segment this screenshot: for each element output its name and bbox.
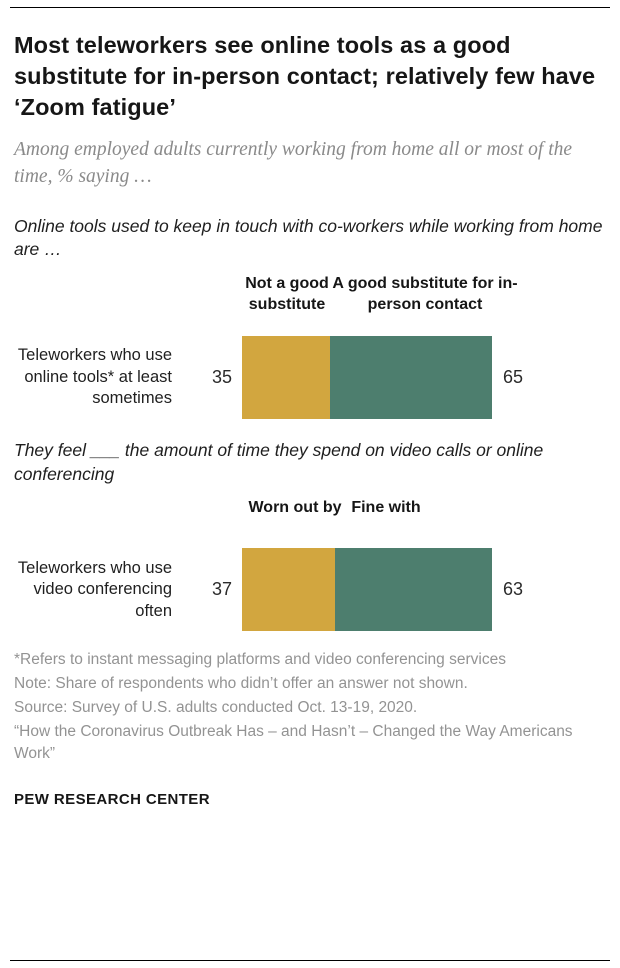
- chart1-bar-row: Teleworkers who use online tools* at lea…: [14, 336, 604, 420]
- page-title: Most teleworkers see online tools as a g…: [14, 32, 596, 121]
- footnote-report-title: “How the Coronavirus Outbreak Has – and …: [14, 723, 573, 763]
- footnote-note: Note: Share of respondents who didn’t of…: [14, 675, 468, 693]
- chart2-column-headers: Worn out by Fine with: [14, 496, 604, 548]
- top-rule: [10, 7, 610, 8]
- chart2-question: They feel ___ the amount of time they sp…: [14, 440, 544, 484]
- chart2-row-label: Teleworkers who use video conferencing o…: [17, 558, 172, 620]
- chart1-header-not-good: Not a good substitute: [245, 275, 329, 313]
- chart1-column-headers: Not a good substitute A good substitute …: [14, 272, 604, 336]
- chart2-bar-row: Teleworkers who use video conferencing o…: [14, 548, 604, 632]
- subtitle: Among employed adults currently working …: [14, 139, 573, 187]
- chart-online-tools: Online tools used to keep in touch with …: [14, 215, 604, 439]
- chart1-right-value: 65: [503, 367, 524, 388]
- chart1-question: Online tools used to keep in touch with …: [14, 215, 603, 260]
- chart2-segment-worn-out: [242, 548, 335, 632]
- chart2-segment-fine-with: [334, 548, 492, 632]
- chart1-left-value: 35: [211, 367, 232, 388]
- chart2-header-fine-with: Fine with: [351, 499, 421, 517]
- chart1-header-good: A good substitute for in-person contact: [332, 275, 518, 313]
- chart1-segment-good: [329, 336, 492, 420]
- chart1-row-label: Teleworkers who use online tools* at lea…: [17, 346, 172, 408]
- chart2-bar: [242, 548, 492, 632]
- content-area: Most teleworkers see online tools as a g…: [0, 8, 620, 808]
- footnote-source: Source: Survey of U.S. adults conducted …: [14, 699, 418, 717]
- chart1-segment-not-good: [242, 336, 330, 420]
- pew-research-center-wordmark: PEW RESEARCH CENTER: [14, 791, 210, 809]
- footnotes: *Refers to instant messaging platforms a…: [14, 649, 604, 765]
- chart-video-conferencing: They feel ___ the amount of time they sp…: [14, 439, 604, 647]
- chart2-left-value: 37: [211, 579, 232, 600]
- chart2-header-worn-out: Worn out by: [248, 499, 342, 517]
- footnote-asterisk: *Refers to instant messaging platforms a…: [14, 651, 506, 669]
- chart2-right-value: 63: [503, 579, 524, 600]
- bottom-rule: [10, 960, 610, 961]
- chart1-bar: [242, 336, 492, 420]
